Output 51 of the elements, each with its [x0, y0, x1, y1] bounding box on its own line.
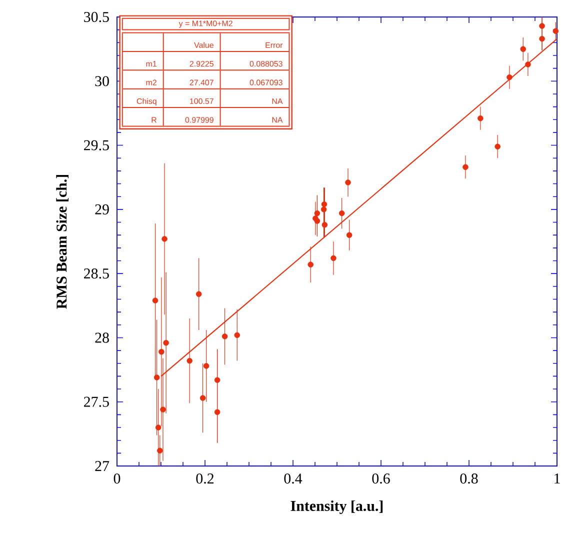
- point: [163, 340, 169, 346]
- point: [162, 236, 168, 242]
- point: [338, 210, 345, 216]
- x-tick-label: 0: [114, 474, 120, 484]
- point: [203, 363, 210, 369]
- point: [158, 348, 164, 355]
- point: [154, 374, 160, 380]
- y-tick-label: 29: [95, 204, 109, 214]
- y-axis-title: RMS Beam Size [ch.]: [56, 174, 69, 309]
- y-tick-label: 28: [95, 332, 109, 343]
- point: [200, 395, 206, 401]
- y-tick-label: 28.5: [84, 268, 109, 279]
- point: [346, 232, 352, 238]
- x-tick-label: 0.2: [196, 474, 214, 484]
- y-tick-label: 29.5: [84, 140, 109, 150]
- x-tick-label: 1: [554, 474, 560, 484]
- y-tick-label: 30: [95, 76, 109, 86]
- point: [552, 28, 559, 34]
- point: [196, 291, 202, 297]
- point: [160, 406, 166, 412]
- point: [186, 358, 192, 364]
- point: [214, 409, 220, 416]
- point: [157, 448, 163, 454]
- x-axis-title: Intensity [a.u.]: [290, 500, 383, 514]
- x-tick-label: 0.4: [284, 474, 302, 484]
- point: [320, 206, 327, 212]
- point: [152, 298, 158, 304]
- x-tick-label: 0.6: [372, 474, 390, 484]
- point: [222, 334, 228, 340]
- point: [314, 218, 320, 224]
- point: [155, 424, 162, 430]
- point: [330, 255, 336, 262]
- point: [506, 74, 512, 80]
- point: [462, 164, 468, 170]
- point: [214, 377, 220, 383]
- point: [478, 115, 484, 122]
- y-tick-label: 27: [95, 461, 110, 471]
- point: [539, 36, 545, 42]
- point: [345, 180, 351, 186]
- point: [314, 210, 320, 216]
- point: [494, 144, 500, 150]
- point: [234, 332, 240, 338]
- point: [321, 201, 328, 208]
- point: [520, 46, 526, 52]
- point: [525, 62, 531, 68]
- y-tick-label: 30.5: [84, 12, 109, 22]
- point: [308, 262, 314, 268]
- y-tick-label: 27.5: [84, 396, 109, 407]
- x-tick-label: 0.8: [460, 474, 478, 484]
- point: [322, 222, 328, 228]
- point: [539, 23, 545, 29]
